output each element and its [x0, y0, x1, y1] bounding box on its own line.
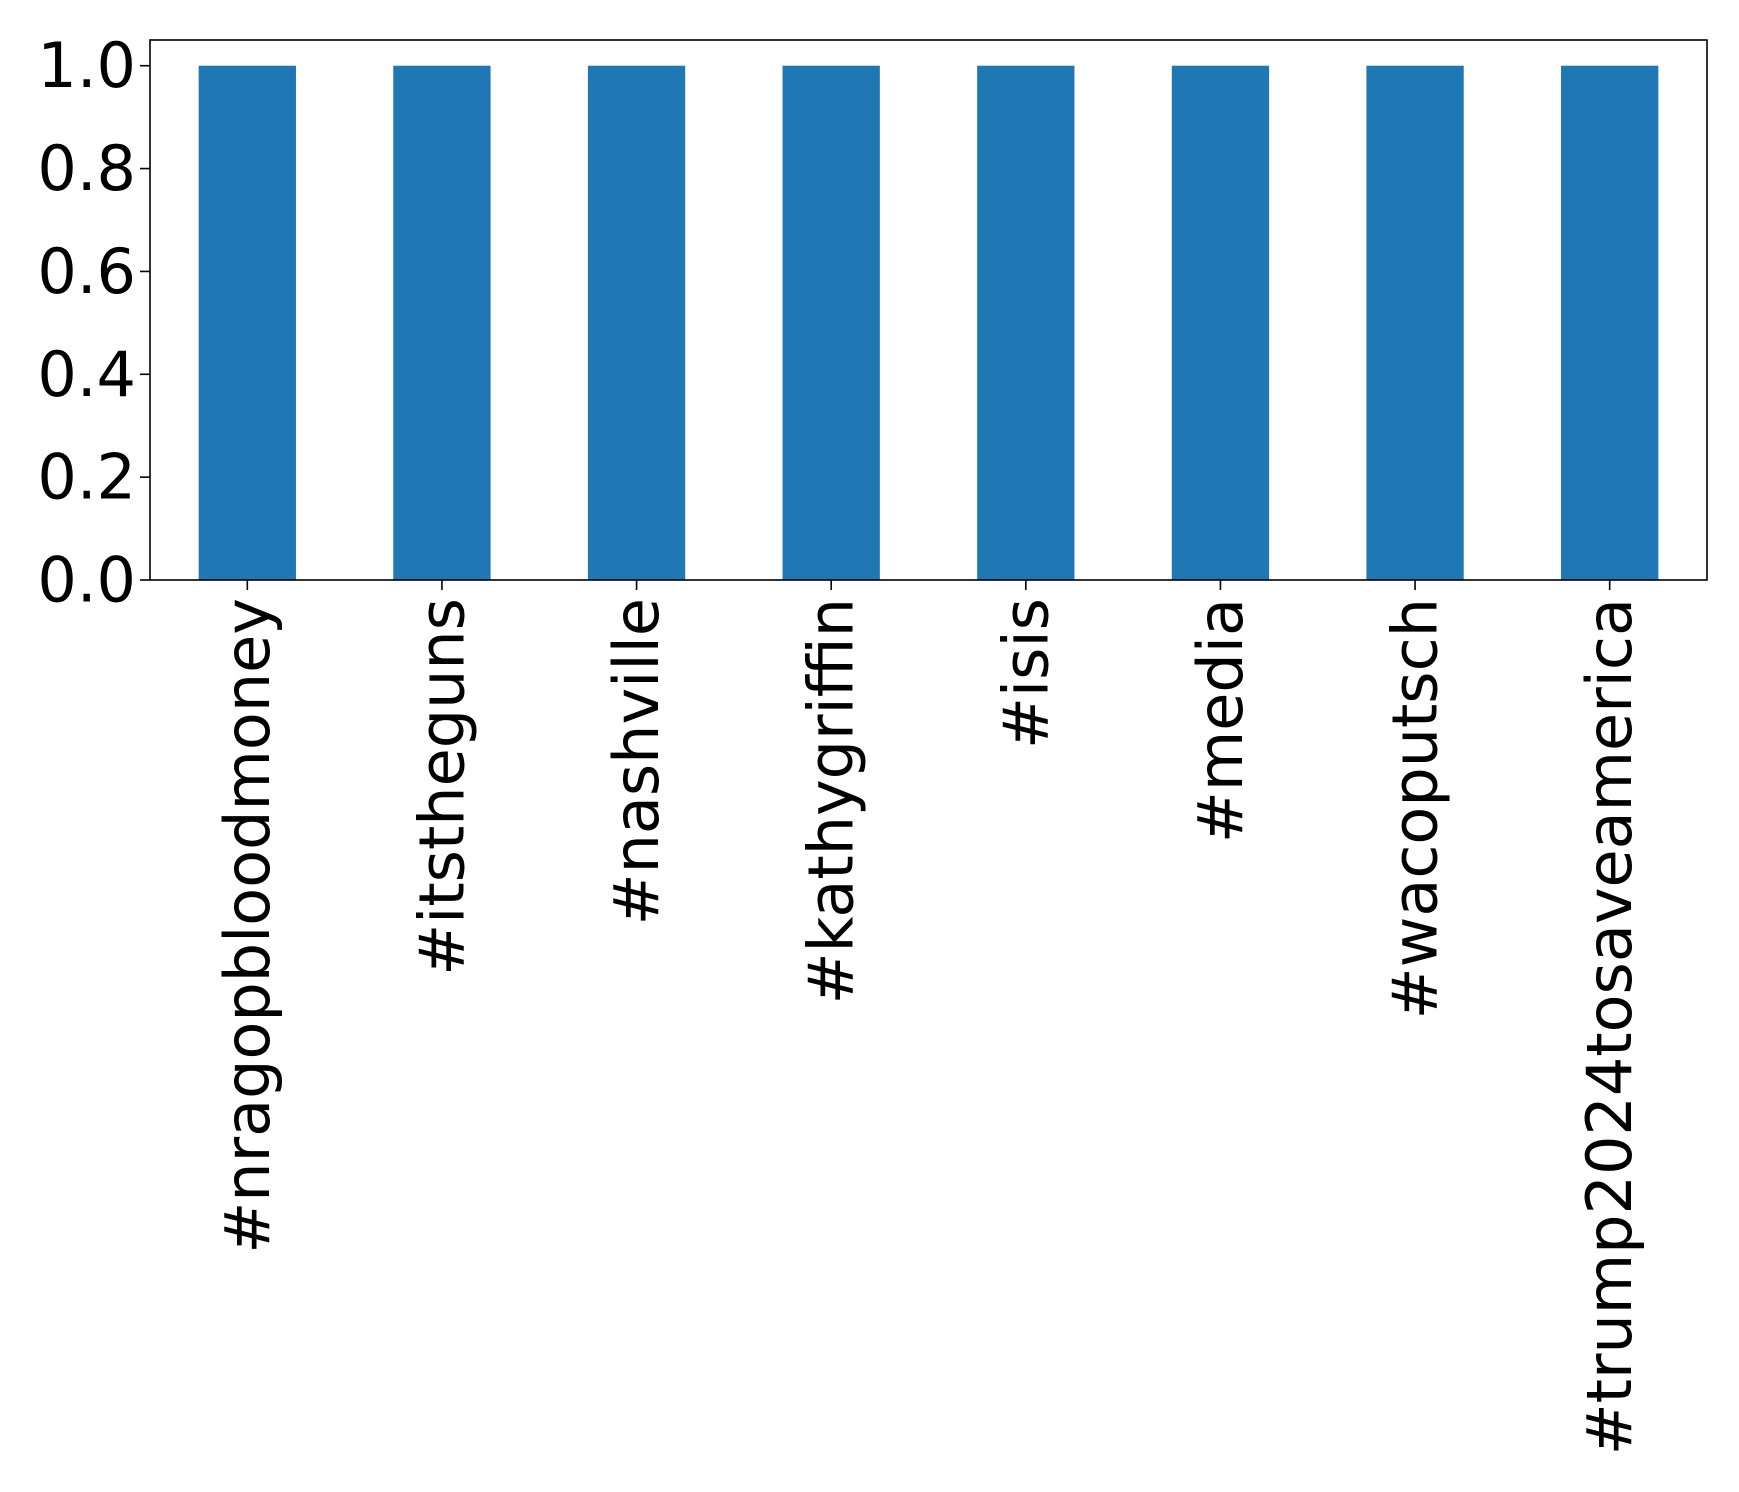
plot-frame [149, 39, 1708, 581]
x-tick-label: #trump2024tosaveamerica [1573, 598, 1646, 1455]
x-tick-label: #wacoputsch [1379, 598, 1452, 1019]
y-tick-label: 1.0 [37, 29, 136, 102]
y-tick-label: 0.4 [37, 338, 136, 411]
bar-4 [977, 65, 1075, 580]
x-tick-label: #nragopbloodmoney [211, 598, 284, 1254]
x-tick-label: #isis [989, 598, 1062, 749]
x-tick-label: #itstheguns [405, 598, 478, 976]
y-tick-label: 0.0 [37, 544, 136, 617]
x-axis: #nragopbloodmoney #itstheguns #nashville #k… [211, 580, 1646, 1455]
x-tick-label: #media [1184, 598, 1257, 843]
bar-1 [393, 65, 491, 580]
bar-7 [1561, 65, 1659, 580]
bar-3 [782, 65, 880, 580]
bars-group [198, 65, 1659, 580]
y-tick-label: 0.2 [37, 441, 136, 514]
bar-5 [1171, 65, 1270, 580]
y-tick-label: 0.6 [37, 235, 136, 308]
y-axis: 0.0 0.2 0.4 0.6 0.8 1.0 [37, 29, 150, 617]
bar-6 [1366, 65, 1464, 580]
x-tick-label: #nashville [600, 598, 673, 925]
bar-2 [587, 65, 686, 580]
x-tick-label: #kathygriffin [795, 598, 868, 1004]
bar-0 [198, 65, 296, 580]
y-tick-label: 0.8 [37, 132, 136, 205]
